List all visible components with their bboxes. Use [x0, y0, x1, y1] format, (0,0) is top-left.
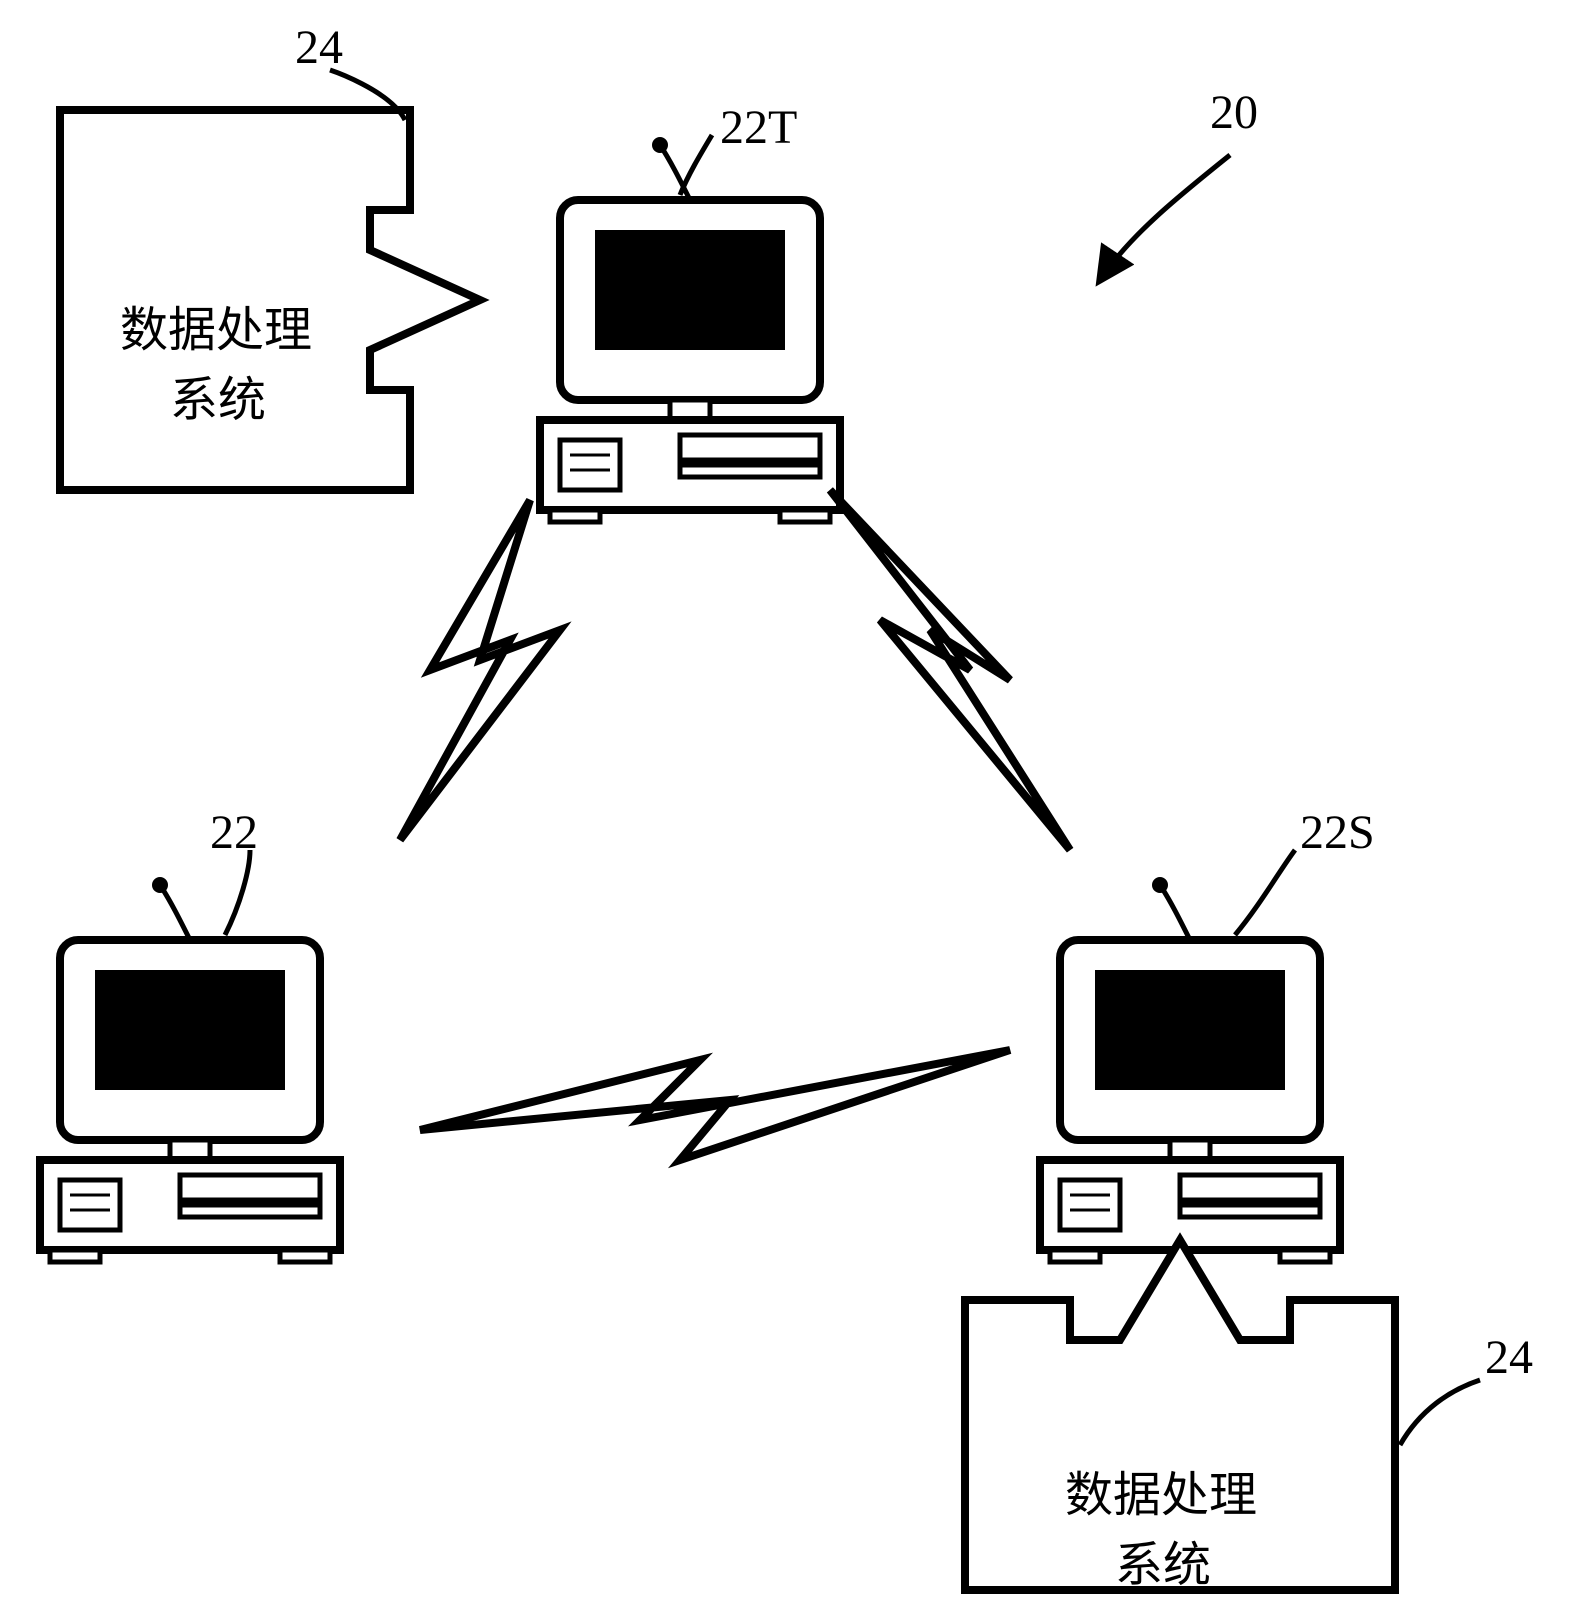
- bolt-left: [400, 500, 560, 840]
- leader-ref22: [225, 850, 250, 935]
- box-top-line1: 数据处理: [120, 290, 312, 360]
- bolt-bottom: [420, 1050, 1010, 1160]
- leader-ref24_bottom: [1400, 1380, 1480, 1445]
- box-bottom-line2: 系统: [1115, 1525, 1211, 1595]
- computer-left: [40, 877, 340, 1262]
- label-ref22: 22: [210, 805, 258, 860]
- leader-ref20: [1100, 155, 1230, 280]
- label-ref22S: 22S: [1300, 805, 1375, 860]
- box-bottom-line1: 数据处理: [1065, 1455, 1257, 1525]
- leader-ref22T: [680, 135, 712, 195]
- label-ref22T: 22T: [720, 100, 797, 155]
- box-top-line2: 系统: [170, 360, 266, 430]
- leader-ref22S: [1235, 850, 1295, 935]
- label-ref24-top: 24: [295, 20, 343, 75]
- label-ref20: 20: [1210, 85, 1258, 140]
- label-ref24-bottom: 24: [1485, 1330, 1533, 1385]
- diagram-canvas: 20 24 22T 22 22S 24 数据处理 系统 数据处理 系统: [0, 0, 1588, 1613]
- computer-right: [1040, 877, 1340, 1262]
- bolt-right: [830, 490, 1070, 850]
- computer-top: [540, 137, 840, 522]
